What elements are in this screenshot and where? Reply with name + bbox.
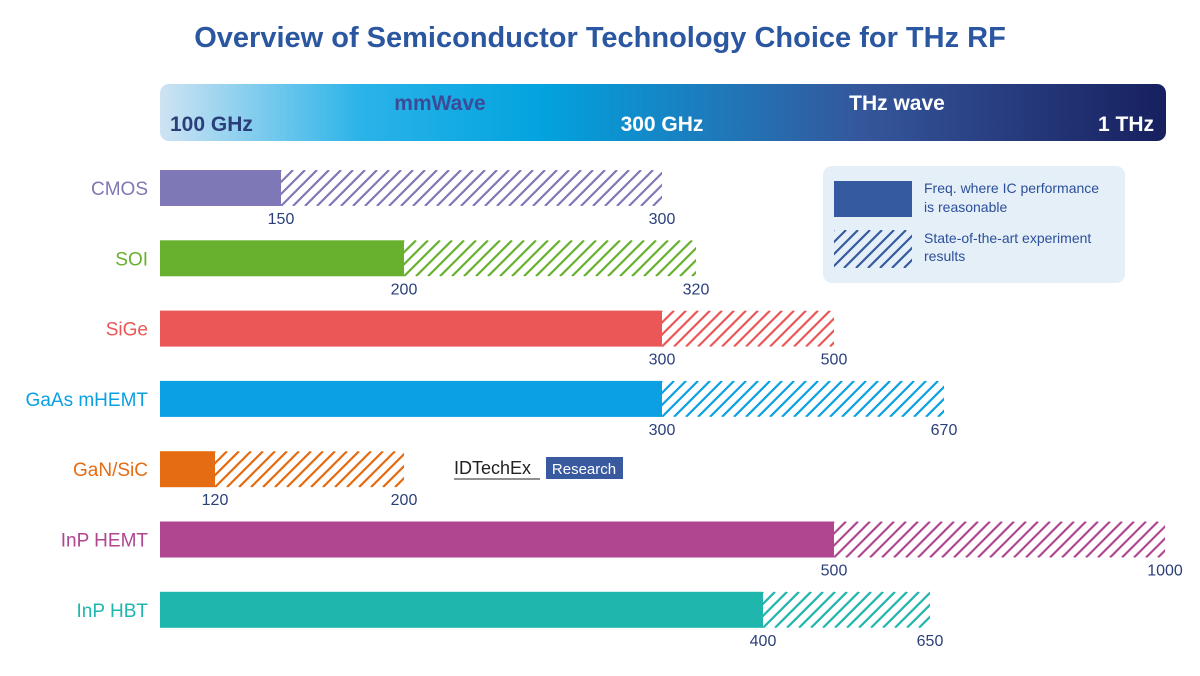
value-label-state-of-the-art: 200 [391,492,418,509]
bar-row-gan-sic: GaN/SiC 120 200 [73,451,418,509]
bar-reasonable [160,591,763,628]
category-label: GaAs mHEMT [26,390,149,411]
bar-row-inp-hbt: InP HBT 400 650 [77,591,944,650]
value-label-reasonable: 300 [649,352,676,369]
value-label-reasonable: 150 [268,211,295,228]
bar-state-of-the-art [662,380,944,417]
band-tick-300: 300 GHz [621,113,704,136]
watermark-tag: Research [552,461,616,478]
value-label-state-of-the-art: 650 [917,633,944,650]
watermark-tag-bg [546,457,623,479]
legend-solid-swatch [834,181,912,217]
bar-row-cmos: CMOS 150 300 [91,170,676,228]
value-label-reasonable: 400 [750,633,777,650]
bar-reasonable [160,310,662,347]
value-label-state-of-the-art: 320 [683,281,710,298]
category-label: InP HEMT [61,531,149,552]
frequency-band [160,84,1166,141]
thz-wave-label: THz wave [849,92,945,115]
mmwave-label: mmWave [394,92,485,115]
bar-reasonable [160,380,662,417]
watermark-brand: IDTechEx [454,458,531,478]
category-label: CMOS [91,179,148,200]
value-label-reasonable: 200 [391,281,418,298]
band-tick-1000: 1 THz [1098,113,1154,136]
bar-state-of-the-art [763,591,930,628]
legend: Freq. where IC performance is reasonable… [823,166,1125,283]
legend-hatched-line2: results [924,248,965,264]
legend-hatch-lines [834,230,912,268]
value-label-reasonable: 300 [649,422,676,439]
value-label-reasonable: 120 [202,492,229,509]
value-label-state-of-the-art: 300 [649,211,676,228]
legend-hatched-line1: State-of-the-art experiment [924,230,1091,246]
bar-state-of-the-art [281,170,662,206]
bar-reasonable [160,240,404,277]
legend-solid-line1: Freq. where IC performance [924,180,1099,196]
watermark: IDTechEx Research [454,457,623,480]
band-tick-100: 100 GHz [170,113,253,136]
bar-state-of-the-art [662,310,834,347]
bar-state-of-the-art [215,451,404,488]
bar-reasonable [160,170,281,206]
category-label: GaN/SiC [73,460,148,481]
category-label: SOI [115,249,148,270]
legend-hatched-swatch [834,230,912,268]
category-label: SiGe [106,320,148,341]
bar-reasonable [160,451,215,488]
bars: CMOS 150 300 SOI 200 320 SiGe 300 500 GaAs mHEMT 3… [26,170,1183,650]
value-label-reasonable: 500 [821,563,848,580]
bar-state-of-the-art [404,240,696,277]
legend-solid-line2: is reasonable [924,199,1007,215]
value-label-state-of-the-art: 1000 [1147,563,1183,580]
bar-row-inp-hemt: InP HEMT 500 1000 [61,521,1183,580]
bar-reasonable [160,521,834,558]
value-label-state-of-the-art: 500 [821,352,848,369]
chart-title: Overview of Semiconductor Technology Cho… [194,22,1006,54]
value-label-state-of-the-art: 670 [931,422,958,439]
bar-row-soi: SOI 200 320 [115,240,710,298]
category-label: InP HBT [77,601,149,622]
bar-row-sige: SiGe 300 500 [106,310,848,369]
bar-state-of-the-art [834,521,1165,558]
bar-row-gaas-mhemt: GaAs mHEMT 300 670 [26,380,958,439]
